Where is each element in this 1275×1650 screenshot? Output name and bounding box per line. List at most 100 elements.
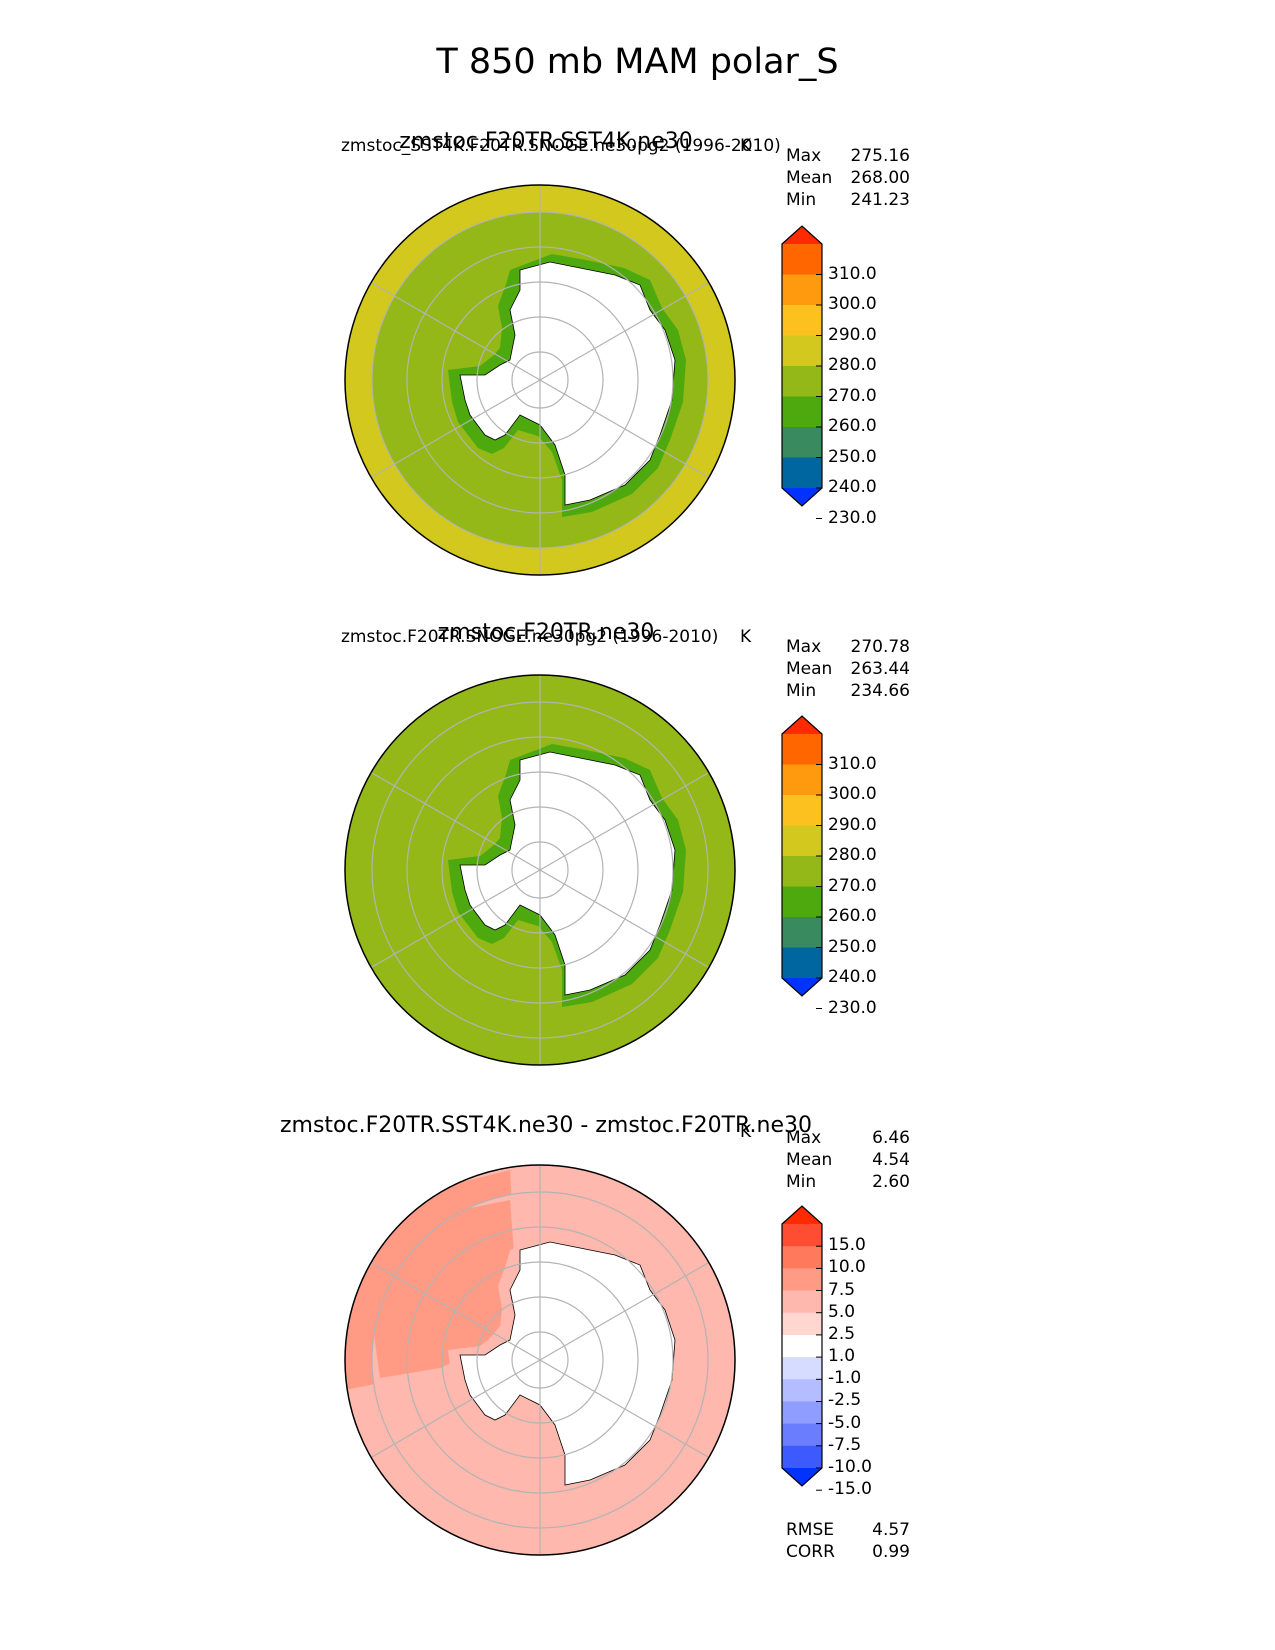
field-west-anomaly-inner [372, 1200, 515, 1378]
colorbar-extend-min [782, 488, 822, 506]
panel-2-stat-value: 263.44 [850, 659, 910, 679]
map-layer [344, 674, 736, 1066]
panel-3-stat-label: Min [786, 1172, 817, 1192]
panel-3-units: K [740, 1122, 752, 1142]
panel-2-stat-label: Min [786, 681, 817, 701]
map-layer [344, 184, 736, 576]
graticule-meridian [539, 1359, 710, 1459]
panel-2-subtitle: zmstoc.F20TR.SNOGE.ne30pg2 (1996-2010) [341, 627, 719, 647]
colorbar-tick-label: 250.0 [828, 936, 877, 957]
graticule-meridian [370, 771, 541, 871]
colorbar-tick-label: 270.0 [828, 875, 877, 896]
colorbar-tick-label: -15.0 [828, 1479, 872, 1500]
colorbar-tick-label: 280.0 [828, 355, 877, 375]
colorbar-tick-label: 5.0 [828, 1301, 856, 1322]
panel-1-stat-label: Mean [786, 168, 833, 188]
panel-1-stat-value: 241.23 [850, 190, 910, 210]
colorbar-segment [782, 305, 822, 336]
panel-1-units: K [740, 136, 752, 156]
coastline [459, 751, 676, 996]
panel-3-stat-value: 4.54 [872, 1150, 910, 1170]
colorbar-segment [782, 734, 822, 765]
colorbar-segment [782, 1401, 822, 1425]
colorbar-tick-label: 230.0 [828, 997, 877, 1018]
colorbar-segment [782, 366, 822, 397]
colorbar-segment [782, 886, 822, 918]
map-layer [344, 1164, 736, 1556]
colorbar-tick-label: 290.0 [828, 324, 877, 345]
panel-3-polar-map [344, 1164, 736, 1556]
graticule-meridian [370, 869, 541, 969]
graticule-meridian [370, 281, 541, 381]
colorbar-tick-label: 270.0 [828, 385, 877, 406]
colorbar-segment [782, 1312, 822, 1336]
colorbar-segment [782, 1379, 822, 1402]
panel-2-units: K [740, 627, 752, 647]
colorbar-extend-max [782, 226, 822, 244]
panel-2-stat-value: 270.78 [850, 637, 910, 657]
map-frame [344, 1164, 736, 1556]
colorbar-tick-label: -2.5 [828, 1390, 862, 1411]
panel-3-title: zmstoc.F20TR.SST4K.ne30 - zmstoc.F20TR.n… [279, 1113, 813, 1138]
graticule-meridian [370, 379, 541, 479]
panel-1-stat-label: Min [786, 190, 817, 210]
colorbar-tick-label: -1.0 [828, 1368, 862, 1389]
coastline [459, 1241, 676, 1486]
colorbar-segment [782, 917, 822, 948]
colorbar-tick-label: -5.0 [828, 1412, 862, 1433]
panel-1-polar-map [344, 184, 736, 576]
colorbar-tick-label: 280.0 [828, 845, 877, 865]
colorbar-tick-label: 310.0 [828, 263, 877, 284]
colorbar-extend-max [782, 716, 822, 734]
panel-2-stat-label: Mean [786, 659, 833, 679]
colorbar-tick-label: -7.5 [828, 1434, 862, 1455]
colorbar-tick-label: 300.0 [828, 784, 877, 804]
colorbar-segment [782, 1290, 822, 1314]
colorbar-tick-label: 300.0 [828, 294, 877, 314]
colorbar-segment [782, 1224, 822, 1247]
graticule-meridian [539, 869, 710, 969]
panel-1-stat-value: 275.16 [850, 146, 910, 166]
graticule-meridian [539, 771, 710, 871]
colorbar-tick-label: 260.0 [828, 416, 877, 436]
colorbar-tick-label: 10.0 [828, 1257, 866, 1278]
map-frame [344, 184, 736, 576]
colorbar-tick-label: 7.5 [828, 1279, 856, 1300]
panel-3-metric-label: RMSE [786, 1520, 835, 1540]
graticule-meridian [370, 1359, 541, 1459]
colorbar-segment [782, 396, 822, 428]
panel-2-colorbar [781, 715, 823, 1009]
panel-3-stat-value: 2.60 [872, 1172, 910, 1192]
colorbar-segment [782, 335, 822, 367]
coastline [459, 261, 676, 506]
panel-3-stat-value: 6.46 [872, 1128, 910, 1148]
panel-1-subtitle: zmstoc_SST4K.F20TR.SNOGE.ne30pg2 (1996-2… [341, 136, 781, 156]
panel-2-stat-label: Max [786, 637, 822, 657]
panel-2-title: zmstoc.F20TR.ne30 [437, 620, 655, 645]
panel-1-colorbar [781, 225, 823, 519]
colorbar-tick-label: 260.0 [828, 906, 877, 926]
colorbar-tick-label: 15.0 [828, 1235, 866, 1256]
colorbar-segment [782, 244, 822, 275]
colorbar-extend-min [782, 978, 822, 996]
panel-3-stat-label: Max [786, 1128, 822, 1148]
colorbar-tick-label: 250.0 [828, 446, 877, 467]
colorbar-extend-min [782, 1468, 822, 1486]
panel-3-metric-value: 0.99 [872, 1542, 910, 1562]
colorbar-segment [782, 274, 822, 306]
panel-1-stat-value: 268.00 [850, 168, 910, 188]
map-frame [344, 674, 736, 1066]
colorbar-tick-label: 2.5 [828, 1323, 856, 1344]
panel-3-metric-label: CORR [786, 1542, 835, 1562]
colorbar-tick-label: 240.0 [828, 967, 877, 987]
colorbar-tick-label: 230.0 [828, 507, 877, 528]
colorbar-segment [782, 457, 822, 489]
colorbar-tick-label: 240.0 [828, 477, 877, 497]
colorbar-segment [782, 1268, 822, 1292]
colorbar-segment [782, 1246, 822, 1269]
colorbar-segment [782, 1423, 822, 1447]
panel-3-colorbar [781, 1205, 823, 1491]
colorbar-segment [782, 947, 822, 979]
colorbar-tick-label: 310.0 [828, 753, 877, 774]
